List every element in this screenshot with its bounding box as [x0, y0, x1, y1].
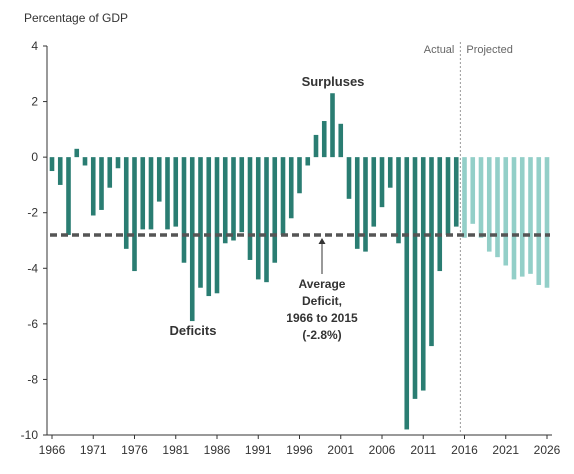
bar-actual-2012 [429, 157, 434, 347]
bar-actual-1980 [165, 157, 170, 230]
bar-actual-1976 [132, 157, 137, 272]
average-arrowhead [318, 237, 326, 244]
bar-actual-2000 [330, 93, 335, 158]
bar-actual-1969 [74, 148, 80, 158]
bar-actual-1979 [156, 157, 162, 202]
deficits-annotation: Deficits [170, 323, 217, 338]
bar-actual-1995 [288, 157, 294, 219]
average-annotation-line-3: 1966 to 2015 [286, 311, 358, 325]
average-annotation-line-2: Deficit, [302, 294, 342, 308]
projected-label: Projected [466, 44, 512, 56]
bar-actual-1997 [305, 157, 311, 166]
bar-projected-2023 [519, 157, 525, 277]
bar-actual-2011 [420, 157, 426, 391]
bar-actual-2001 [338, 123, 344, 158]
bars [49, 93, 550, 430]
bar-projected-2016 [462, 157, 467, 238]
bar-actual-2002 [346, 157, 352, 199]
bar-actual-1983 [189, 157, 195, 322]
x-tick-label: 2001 [327, 443, 354, 457]
bar-projected-2025 [536, 157, 542, 285]
bar-actual-1993 [272, 157, 278, 263]
y-tick-label: -10 [21, 428, 39, 442]
x-tick-label: 1996 [286, 443, 313, 457]
bar-projected-2026 [544, 157, 550, 288]
bar-projected-2022 [511, 157, 517, 280]
bar-actual-1991 [255, 157, 261, 280]
bar-actual-1984 [198, 157, 203, 288]
average-annotation-line-1: Average [299, 277, 346, 291]
bar-actual-1996 [297, 157, 302, 194]
x-tick-label: 1986 [204, 443, 231, 457]
bar-actual-1977 [140, 157, 146, 230]
x-tick-label: 1966 [39, 443, 66, 457]
bar-actual-2004 [363, 157, 368, 252]
bar-actual-1988 [231, 157, 236, 241]
bar-actual-1973 [107, 157, 113, 188]
y-tick-label: -8 [27, 372, 38, 386]
y-tick-label: -6 [27, 317, 38, 331]
bar-actual-1981 [173, 157, 179, 227]
bar-actual-1985 [206, 157, 212, 297]
x-tick-label: 2006 [369, 443, 396, 457]
y-tick-label: -2 [27, 206, 38, 220]
bar-actual-1982 [181, 157, 187, 263]
x-tick-label: 2011 [410, 443, 436, 457]
bar-actual-2005 [371, 157, 377, 227]
bar-actual-1990 [247, 157, 253, 260]
bar-actual-1989 [239, 157, 245, 233]
y-tick-label: 0 [31, 150, 38, 164]
bar-actual-1978 [148, 157, 154, 230]
bar-actual-1971 [90, 157, 96, 216]
x-tick-label: 1981 [162, 443, 189, 457]
bar-actual-1968 [66, 157, 71, 235]
bar-projected-2019 [486, 157, 492, 252]
x-tick-label: 2021 [492, 443, 519, 457]
x-tick-label: 2026 [534, 443, 561, 457]
y-axis-label: Percentage of GDP [24, 11, 128, 25]
bar-projected-2021 [503, 157, 509, 266]
bar-actual-1970 [82, 157, 88, 166]
average-annotation-line-4: (-2.8%) [302, 328, 341, 342]
x-tick-label: 1991 [245, 443, 272, 457]
bar-actual-1987 [222, 157, 228, 244]
bar-actual-2008 [396, 157, 401, 244]
y-ticks: 4 2 0 -2 -4 -6 -8 -10 [21, 39, 47, 442]
bar-projected-2018 [478, 157, 484, 238]
y-tick-label: -4 [27, 261, 38, 275]
bar-actual-1998 [313, 134, 319, 158]
bar-actual-2013 [437, 157, 443, 272]
bar-actual-2007 [387, 157, 393, 188]
x-ticks: 1966 1971 1976 1981 1986 1991 1996 2001 2006 2011… [39, 435, 561, 457]
bar-actual-2010 [412, 157, 418, 399]
bar-projected-2017 [470, 157, 476, 224]
bar-actual-2003 [354, 157, 360, 249]
x-tick-label: 1976 [121, 443, 148, 457]
bar-actual-1966 [49, 157, 55, 172]
bar-actual-1967 [57, 157, 63, 185]
bar-actual-1975 [123, 157, 129, 249]
bar-actual-2014 [445, 157, 451, 235]
bar-projected-2024 [528, 157, 533, 274]
bar-actual-1972 [99, 157, 104, 210]
y-tick-label: 2 [31, 95, 38, 109]
bar-actual-2009 [404, 157, 410, 430]
bar-actual-1994 [280, 157, 286, 235]
bar-actual-2006 [379, 157, 385, 208]
surpluses-annotation: Surpluses [302, 74, 365, 89]
bar-actual-1999 [321, 121, 327, 158]
x-tick-label: 1971 [80, 443, 107, 457]
bar-actual-2015 [453, 157, 459, 227]
bar-projected-2020 [495, 157, 500, 258]
bar-actual-1974 [115, 157, 121, 169]
bar-actual-1992 [264, 157, 269, 283]
x-tick-label: 2016 [451, 443, 478, 457]
actual-label: Actual [424, 44, 455, 56]
y-tick-label: 4 [31, 39, 38, 53]
bar-actual-1986 [214, 157, 220, 294]
